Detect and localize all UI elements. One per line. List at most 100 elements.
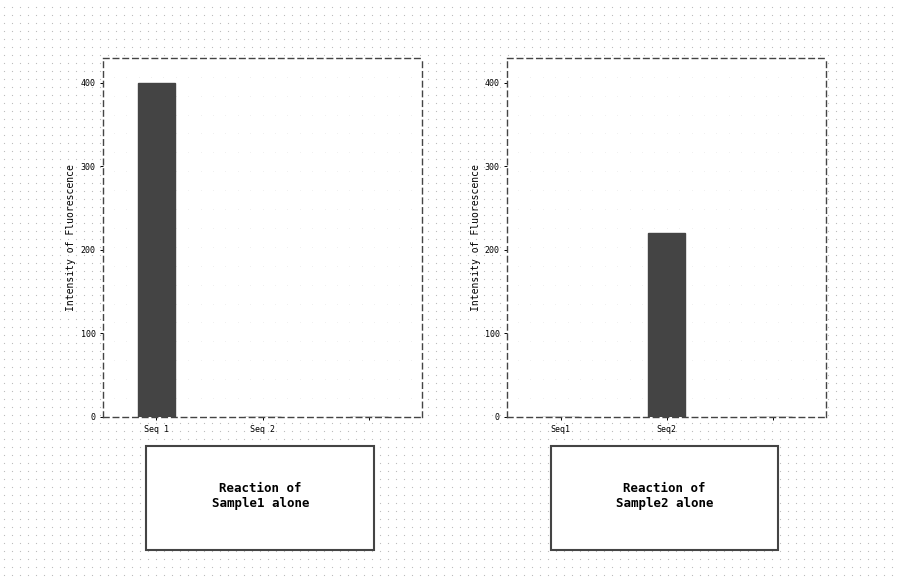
Point [585, 280, 600, 290]
Point [325, 499, 339, 508]
Point [309, 186, 323, 196]
Point [813, 138, 827, 148]
Point [277, 42, 291, 52]
Point [205, 323, 219, 332]
Point [13, 362, 27, 372]
Point [517, 346, 532, 356]
Point [589, 419, 603, 428]
Point [180, 411, 195, 420]
Point [117, 50, 131, 60]
Point [317, 386, 331, 395]
Point [45, 554, 59, 563]
Point [557, 90, 571, 100]
Point [797, 266, 811, 276]
Point [172, 426, 187, 435]
Point [333, 419, 348, 428]
Point [317, 490, 331, 500]
Point [141, 234, 155, 244]
Point [309, 547, 323, 556]
Point [245, 42, 260, 52]
Point [381, 10, 395, 20]
Point [333, 298, 348, 307]
Point [260, 570, 275, 579]
Point [389, 570, 403, 579]
Point [285, 115, 299, 124]
Point [461, 274, 475, 284]
Point [610, 412, 624, 422]
Point [269, 411, 283, 420]
Point [693, 250, 708, 259]
Point [4, 67, 19, 76]
Point [109, 58, 123, 68]
Point [845, 354, 859, 364]
Point [445, 266, 459, 276]
Point [325, 474, 339, 483]
Point [565, 507, 579, 516]
Point [549, 362, 563, 372]
Point [357, 34, 371, 43]
Point [84, 50, 99, 60]
Point [180, 538, 195, 548]
Point [734, 261, 748, 270]
Point [13, 442, 27, 452]
Point [781, 522, 796, 532]
Point [429, 258, 444, 267]
Point [341, 298, 356, 307]
Point [876, 314, 891, 324]
Point [436, 554, 451, 563]
Point [557, 19, 571, 28]
Point [213, 258, 227, 267]
Point [669, 323, 683, 332]
Point [693, 331, 708, 340]
Point [517, 67, 532, 76]
Point [781, 115, 796, 124]
Point [348, 547, 363, 556]
Point [13, 306, 27, 316]
Point [29, 283, 43, 292]
Point [517, 402, 532, 412]
Point [733, 362, 747, 372]
Point [876, 354, 891, 364]
Point [837, 306, 851, 316]
Point [659, 91, 674, 100]
Point [517, 538, 532, 548]
Point [589, 514, 603, 523]
Point [197, 115, 211, 124]
Point [405, 466, 419, 475]
Point [717, 122, 731, 131]
Point [845, 490, 859, 500]
Point [37, 82, 51, 91]
Point [181, 393, 196, 402]
Point [637, 42, 651, 52]
Point [845, 170, 859, 179]
Point [829, 10, 843, 20]
Point [101, 210, 115, 219]
Point [180, 323, 195, 332]
Point [700, 107, 715, 116]
Point [260, 459, 275, 468]
Point [469, 243, 483, 252]
Point [206, 393, 220, 402]
Point [765, 419, 779, 428]
Point [165, 547, 180, 556]
Point [533, 42, 547, 52]
Point [725, 306, 739, 316]
Point [342, 393, 357, 402]
Point [269, 314, 283, 324]
Point [107, 129, 121, 138]
Point [741, 283, 755, 292]
Point [453, 378, 467, 387]
Point [509, 19, 524, 28]
Point [661, 218, 675, 228]
Point [157, 323, 172, 332]
Point [829, 290, 843, 299]
Point [853, 195, 867, 204]
Point [524, 203, 539, 212]
Point [373, 218, 387, 228]
Point [725, 331, 739, 340]
Point [677, 402, 691, 412]
Point [548, 129, 562, 138]
Point [661, 250, 675, 259]
Point [180, 386, 195, 395]
Point [733, 386, 747, 395]
